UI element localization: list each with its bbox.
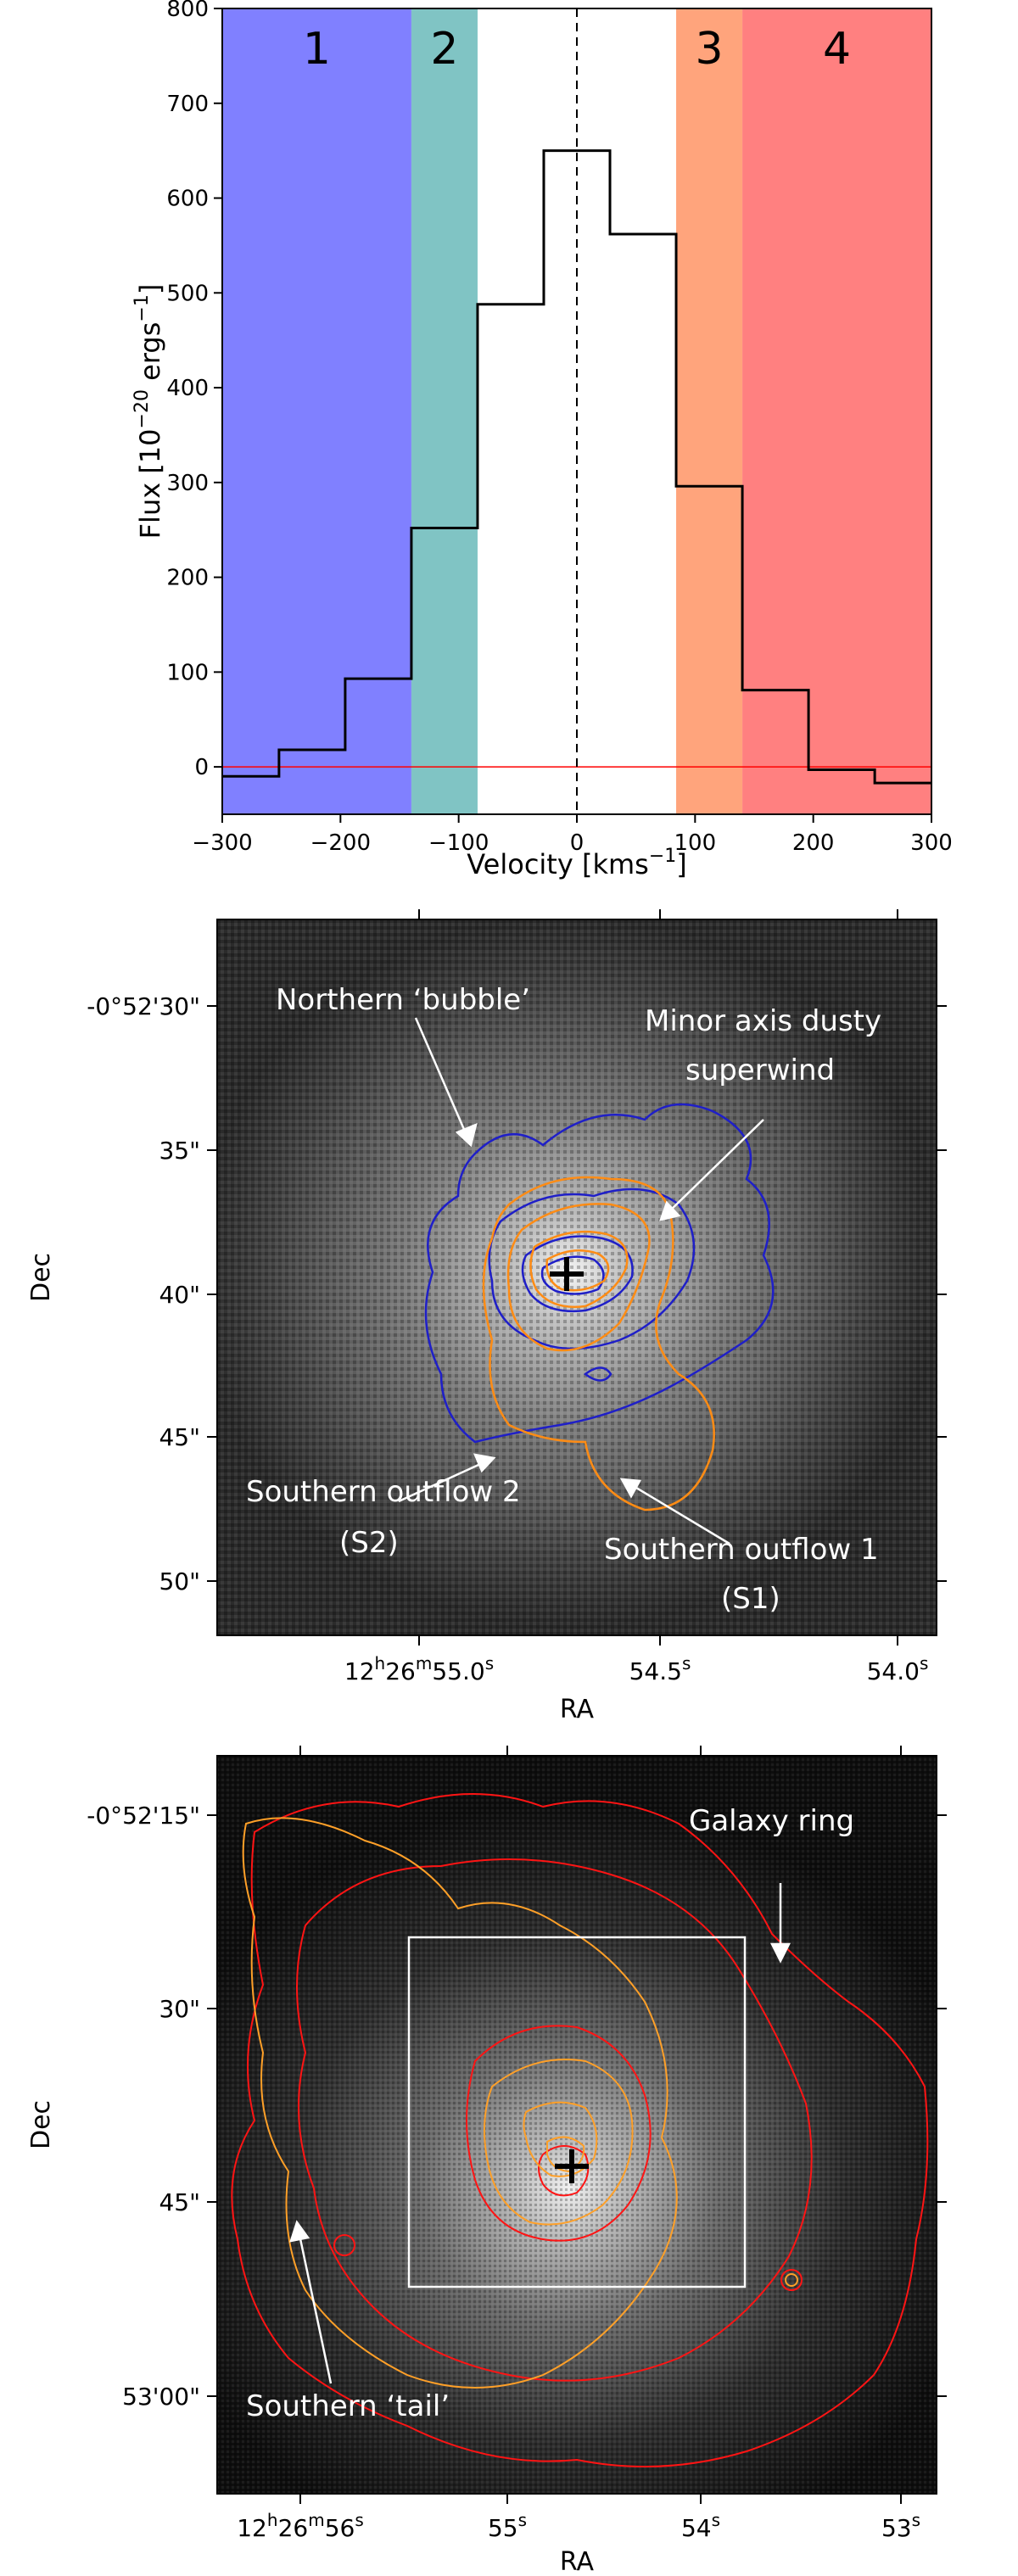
annotation-southern-tail: Southern ‘tail’: [246, 2389, 450, 2423]
y-tick-label: 600: [166, 187, 209, 212]
y-tick-label: 300: [166, 471, 209, 496]
y-axis-label: Dec: [26, 1253, 56, 1302]
x-axis-label: RA: [560, 1695, 595, 1724]
y-axis-label: Flux [10−20 ergs−1]: [131, 284, 166, 539]
band-3: [676, 8, 743, 814]
annotation-s1-2: (S1): [721, 1582, 780, 1616]
x-axis-label: Velocity [kms−1]: [467, 846, 686, 880]
ra-tick-label: 54s: [681, 2510, 720, 2542]
y-tick-label: 400: [166, 376, 209, 401]
dec-tick-label: -0°52'15": [87, 1802, 200, 1830]
dec-ticks: [207, 1005, 947, 1582]
annotation-arrows: [398, 1017, 764, 1545]
dec-tick-label: 30": [159, 1995, 200, 2023]
annotation-arrows: [289, 1883, 791, 2384]
annotation-s2-2: (S2): [339, 1526, 399, 1560]
annotation-s2-1: Southern outflow 2: [246, 1475, 521, 1509]
image-frame: [216, 919, 937, 1636]
band-label: 4: [823, 24, 851, 75]
annotation-galaxy-ring: Galaxy ring: [689, 1804, 854, 1838]
x-axis-label: RA: [560, 2547, 595, 2576]
band-4: [742, 8, 931, 814]
dec-tick-label: 45": [159, 1423, 200, 1451]
flux-step-line: [222, 149, 931, 785]
orange-contours: [242, 1817, 798, 2389]
x-tick-label: 0: [570, 830, 585, 856]
ring-map: Galaxy ring Southern ‘tail’ 12h26m56s 55…: [26, 1746, 947, 2576]
y-tick-label: 100: [166, 660, 209, 685]
band-label: 3: [696, 24, 724, 75]
ra-tick-label: 12h26m56s: [237, 2510, 364, 2542]
x-ticks: −300 −200 −100 0 100 200 300: [192, 814, 953, 856]
y-tick-label: 0: [194, 755, 209, 780]
dec-tick-label: 45": [159, 2188, 200, 2216]
y-tick-label: 700: [166, 92, 209, 117]
outflow-map: Northern ‘bubble’ Minor axis dusty super…: [26, 909, 947, 1724]
y-tick-label: 500: [166, 281, 209, 306]
dec-tick-label: 53'00": [122, 2383, 200, 2411]
x-tick-label: −100: [428, 830, 489, 856]
ra-ticks: [299, 1746, 902, 2504]
band-labels: 1 2 3 4: [303, 24, 851, 75]
dec-tick-label: 40": [159, 1281, 200, 1309]
y-axis-label: Dec: [26, 2100, 56, 2149]
dec-ticks: [207, 1814, 947, 2397]
y-ticks: 0 100 200 300 400 500 600 700 800: [166, 0, 222, 780]
dec-tick-label: -0°52'30": [87, 992, 200, 1020]
spectrum-chart: 1 2 3 4 −300 −200 −100 0 100 200 300 0 100 200 300 40…: [131, 0, 953, 880]
ra-tick-label: 53s: [881, 2510, 920, 2542]
velocity-bands: [222, 8, 931, 814]
annotation-northern-bubble: Northern ‘bubble’: [276, 983, 530, 1017]
annotation-s1-1: Southern outflow 1: [604, 1533, 879, 1567]
annotation-minor-axis-1: Minor axis dusty: [645, 1004, 881, 1038]
band-label: 1: [303, 24, 331, 75]
nucleus-marker: [550, 1257, 584, 1291]
ra-tick-label: 55s: [488, 2510, 527, 2542]
band-label: 2: [430, 24, 458, 75]
nucleus-marker: [555, 2149, 589, 2183]
zoom-region-box: [407, 1936, 747, 2288]
y-tick-label: 800: [166, 0, 209, 22]
annotation-minor-axis-2: superwind: [685, 1053, 835, 1087]
x-tick-label: −200: [310, 830, 371, 856]
ra-tick-label: 54.0s: [867, 1653, 929, 1685]
x-tick-label: −300: [192, 830, 252, 856]
x-tick-label: 100: [674, 830, 717, 856]
dec-tick-label: 35": [159, 1137, 200, 1165]
image-frame: [216, 1755, 937, 2495]
dec-tick-label: 50": [159, 1567, 200, 1595]
ra-ticks: [418, 909, 898, 1646]
ra-tick-label: 54.5s: [629, 1653, 691, 1685]
band-1: [222, 8, 411, 814]
red-contours: [231, 1793, 929, 2467]
blue-contours: [424, 1103, 775, 1444]
ra-tick-label: 12h26m55.0s: [344, 1653, 494, 1685]
x-tick-label: 200: [792, 830, 835, 856]
band-2: [411, 8, 478, 814]
x-tick-label: 300: [910, 830, 953, 856]
y-tick-label: 200: [166, 566, 209, 591]
